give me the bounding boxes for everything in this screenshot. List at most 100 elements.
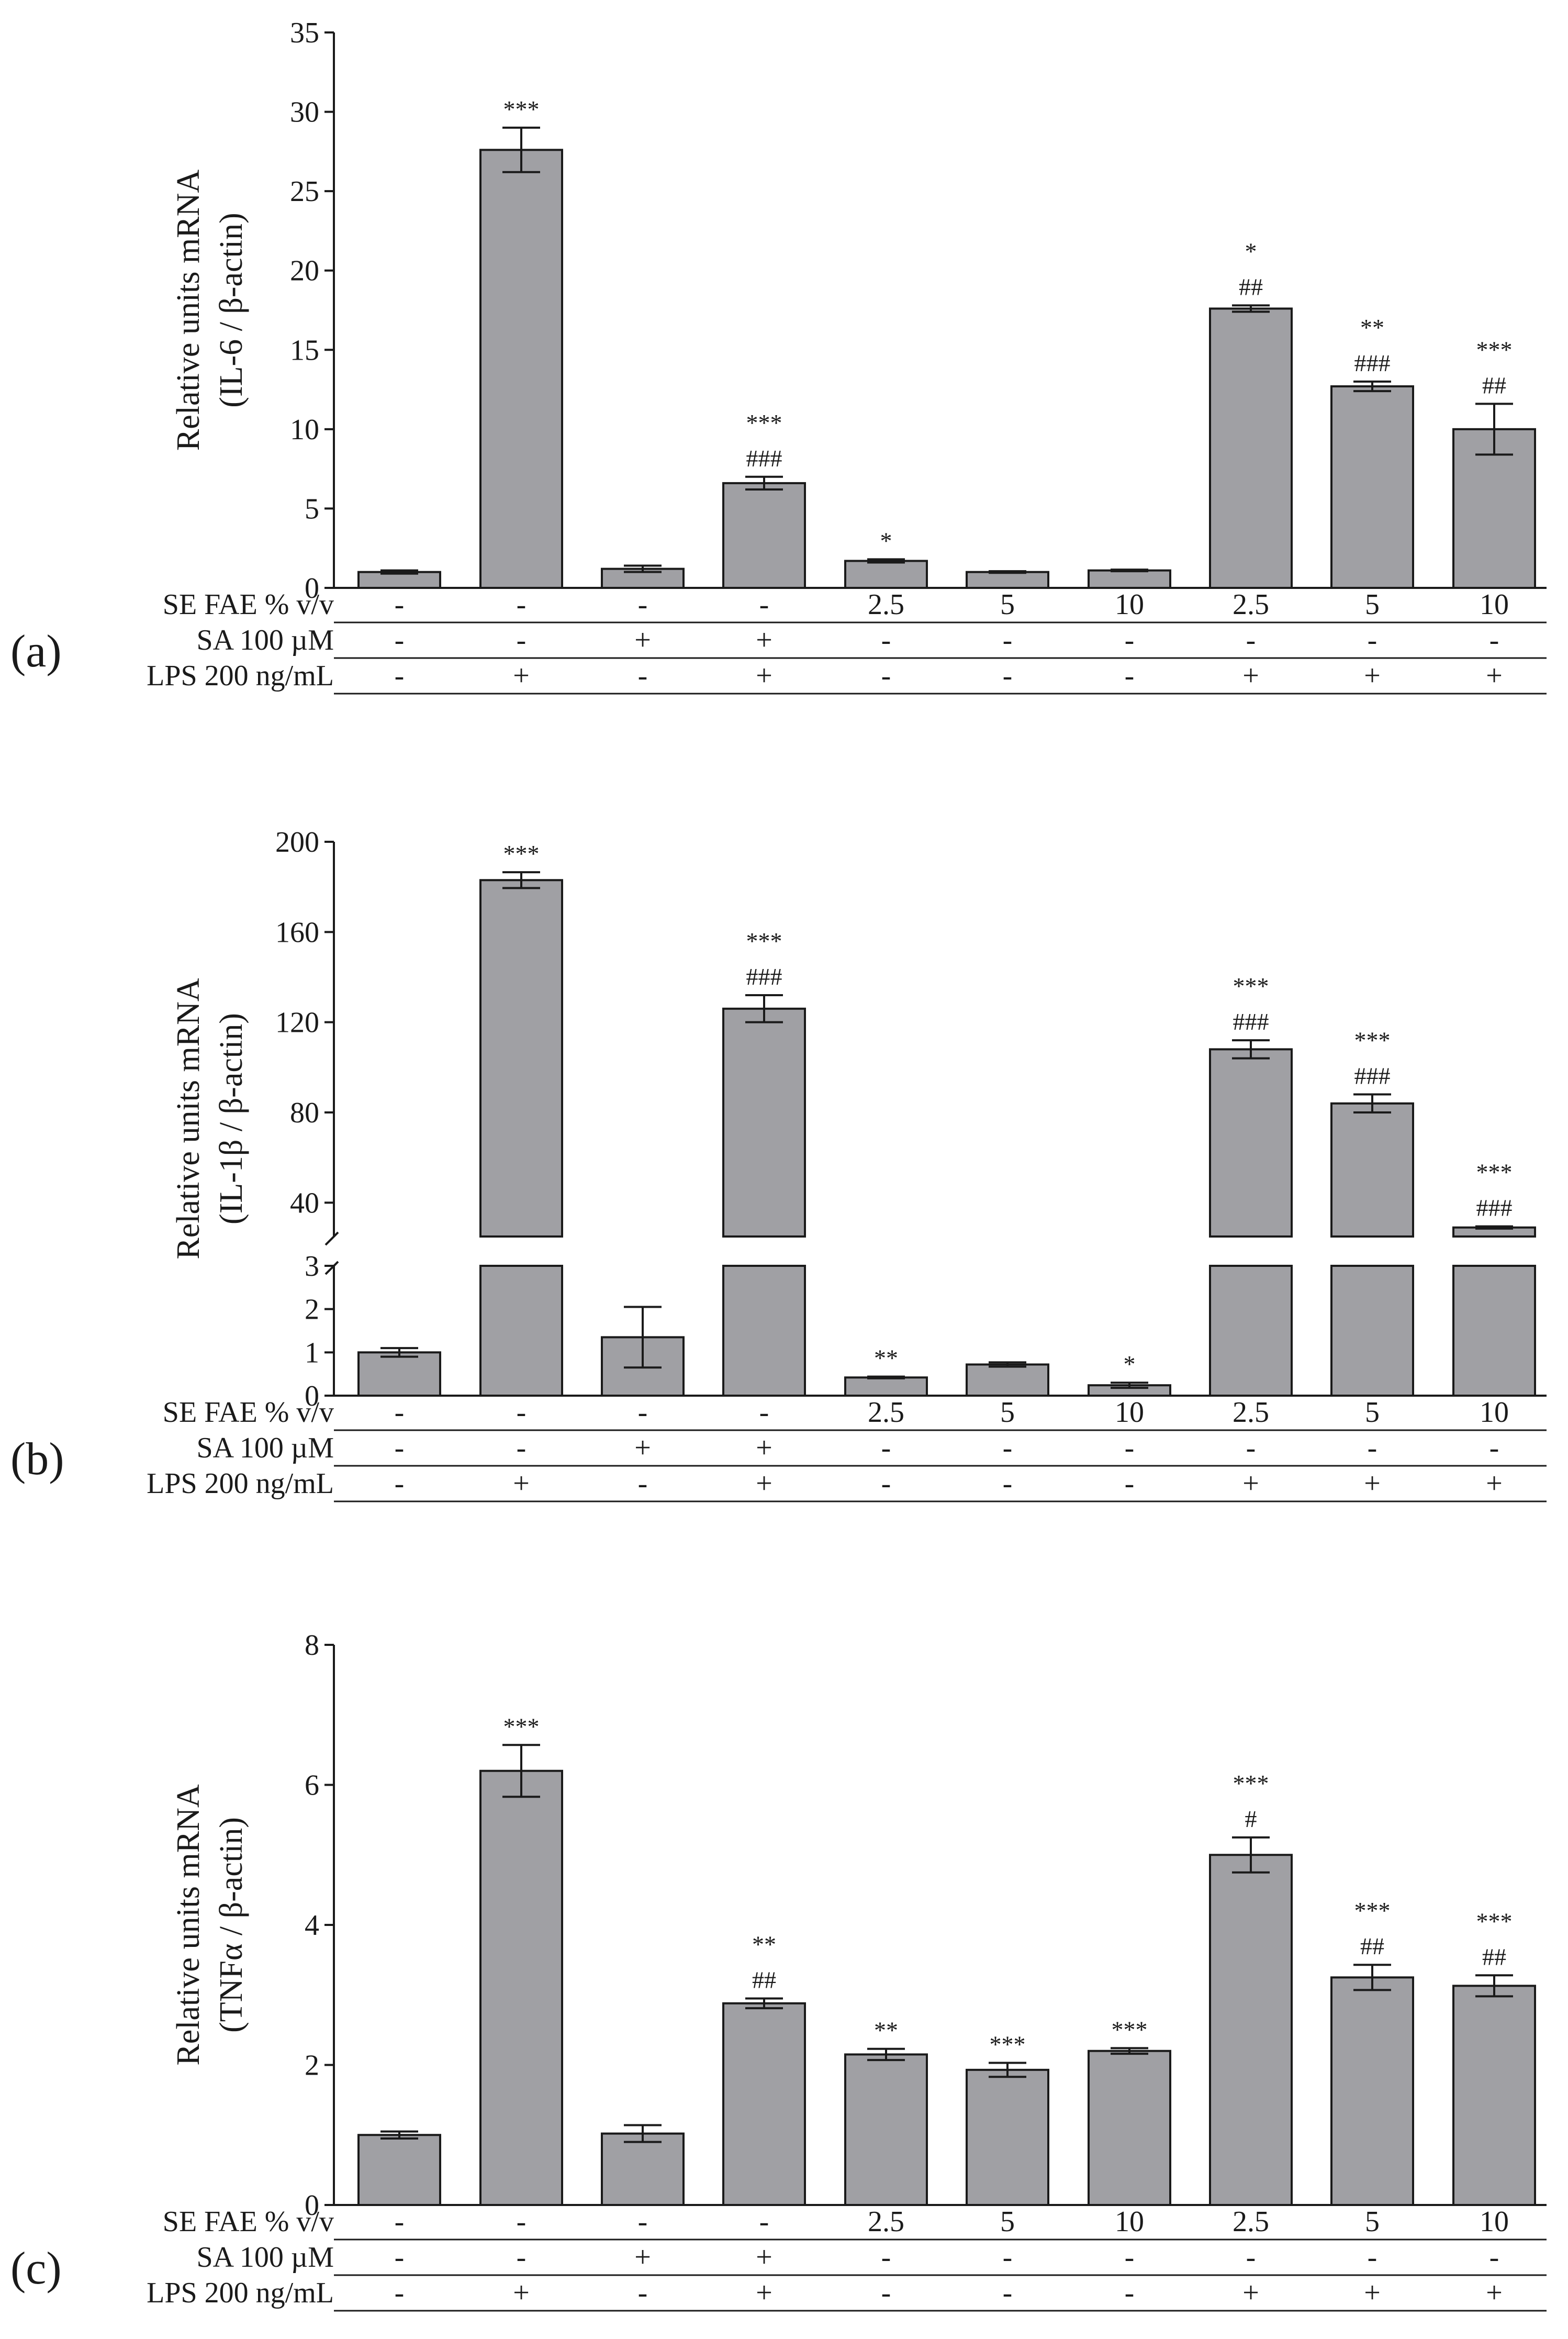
condition-sa-9: - [1368,2241,1377,2274]
condition-se-fae-6: 5 [1000,1396,1015,1429]
condition-lps-2: + [513,2277,530,2309]
significance-star-7: *** [1112,2016,1148,2043]
condition-lps-7: - [1125,660,1135,692]
condition-sa-8: - [1246,1432,1256,1464]
significance-star-8: * [1245,238,1257,264]
condition-se-fae-8: 2.5 [1233,2206,1269,2238]
significance-star-8: *** [1233,973,1269,999]
condition-se-fae-6: 5 [1000,588,1015,621]
significance-star-7: * [1124,1351,1136,1377]
condition-lps-4: + [756,2277,772,2309]
condition-sa-5: - [881,624,891,656]
bar-9 [1330,1102,1414,1397]
bar-1 [357,2134,441,2206]
significance-hash-9: ## [1360,1933,1384,1959]
significance-hash-8: ## [1239,273,1263,300]
condition-se-fae-1: - [395,588,405,621]
significance-hash-4: ### [746,445,782,472]
bar-lower-segment [1330,1265,1414,1397]
y-axis-label: Relative units mRNA (IL-6 / β-actin) [171,170,249,451]
bar-1 [357,1351,441,1397]
error-bar-10 [1475,1974,1513,1998]
condition-sa-9: - [1368,624,1377,656]
condition-label-lps: LPS 200 ng/mL [147,2277,334,2309]
condition-se-fae-5: 2.5 [868,588,904,621]
axis-break-mark-lower [324,1261,339,1275]
bar-upper-segment [1330,1102,1414,1238]
condition-lps-6: - [1003,1467,1013,1500]
bar-lower-segment [479,1265,563,1397]
condition-lps-8: + [1242,660,1259,692]
bar-9 [1330,1976,1414,2206]
bar-lower-segment [1209,1265,1293,1397]
axis-break-mark-upper [324,1231,339,1246]
condition-se-fae-3: - [638,1396,648,1429]
panel-label: (a) [10,626,62,677]
condition-lps-1: - [395,1467,405,1500]
condition-sa-8: - [1246,624,1256,656]
condition-lps-2: + [513,660,530,692]
bar-9 [1330,385,1414,589]
condition-se-fae-4: - [759,588,769,621]
y-tick-label: 200 [275,826,319,859]
condition-lps-9: + [1364,1467,1381,1500]
significance-star-5: * [880,527,892,554]
significance-star-2: *** [503,840,540,867]
y-tick-label: 2 [305,1294,319,1326]
error-bar-5 [867,1375,905,1379]
bar-8 [1209,1854,1293,2206]
error-bar-3 [624,2124,662,2143]
condition-se-fae-3: - [638,2206,648,2238]
condition-sa-6: - [1003,624,1013,656]
significance-star-2: *** [503,96,540,122]
y-axis-label-line2: (IL-6 / β-actin) [214,213,249,407]
bar-4 [722,1007,806,1397]
condition-lps-10: + [1486,660,1503,692]
y-tick-label: 0 [305,1380,319,1412]
condition-se-fae-10: 10 [1480,1396,1509,1429]
condition-sa-2: - [517,2241,527,2274]
y-tick-label: 3 [305,1250,319,1283]
significance-star-10: *** [1476,1908,1513,1934]
error-bar-9 [1353,1964,1391,1991]
condition-se-fae-5: 2.5 [868,1396,904,1429]
condition-lps-10: + [1486,2277,1503,2309]
condition-se-fae-1: - [395,1396,405,1429]
y-tick-label: 120 [275,1007,319,1039]
error-bar-4 [745,994,783,1023]
y-tick-label: 8 [305,1629,319,1662]
condition-label-sa: SA 100 µM [196,1432,334,1464]
y-axis-label-line1: Relative units mRNA [171,1784,206,2066]
y-tick-label: 20 [290,255,319,287]
condition-label-lps: LPS 200 ng/mL [147,660,334,692]
error-bar-3 [624,564,662,573]
condition-se-fae-7: 10 [1115,2206,1144,2238]
condition-lps-8: + [1242,1467,1259,1500]
condition-lps-10: + [1486,1467,1503,1500]
condition-sa-1: - [395,1432,405,1464]
condition-lps-2: + [513,1467,530,1500]
condition-sa-2: - [517,624,527,656]
condition-se-fae-7: 10 [1115,1396,1144,1429]
significance-star-4: *** [746,928,782,954]
significance-hash-10: ## [1482,372,1506,398]
condition-se-fae-4: - [759,2206,769,2238]
y-tick-label: 160 [275,916,319,949]
error-bar-1 [380,569,418,575]
error-bar-1 [380,1347,418,1358]
bar-upper-segment [722,1007,806,1238]
condition-label-sa: SA 100 µM [196,624,334,656]
condition-lps-1: - [395,2277,405,2309]
significance-star-9: *** [1354,1027,1391,1054]
bar-10 [1452,1226,1536,1397]
condition-lps-4: + [756,1467,772,1500]
condition-lps-3: - [638,1467,648,1500]
condition-sa-7: - [1125,2241,1135,2274]
chart-panel-c: ***##**********#***##***##***02468Relati… [10,1629,1547,2312]
condition-lps-9: + [1364,2277,1381,2309]
condition-se-fae-9: 5 [1365,588,1380,621]
condition-se-fae-2: - [517,588,527,621]
condition-se-fae-6: 5 [1000,2206,1015,2238]
error-bar-7 [1111,569,1148,573]
